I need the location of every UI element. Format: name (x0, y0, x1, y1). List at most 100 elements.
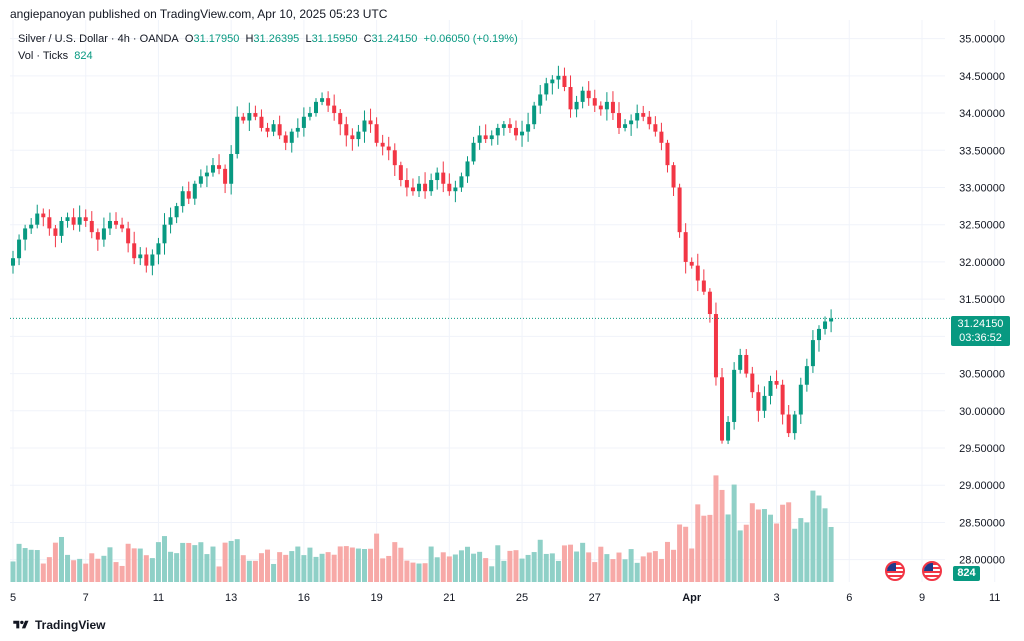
price-tick-label: 28.00000 (959, 555, 1005, 567)
symbol-name[interactable]: Silver / U.S. Dollar · 4h · OANDA (18, 33, 179, 45)
volume-bar (125, 543, 131, 582)
volume-bar (404, 560, 410, 582)
candle-body (314, 101, 318, 114)
volume-bar (664, 541, 670, 582)
candle-body (732, 369, 737, 422)
candle-body (350, 135, 355, 140)
candle-body (11, 258, 15, 266)
candle-body (410, 187, 415, 192)
volume-bar (386, 555, 392, 582)
candle-body (47, 217, 52, 229)
volume-bar (40, 563, 46, 582)
candle-body (192, 183, 197, 199)
volume-bar (222, 542, 228, 582)
candle-body (538, 94, 543, 106)
volume-bar (361, 549, 367, 582)
candle-body (459, 176, 464, 188)
time-tick-label: 16 (298, 592, 310, 604)
volume-bar (543, 553, 549, 582)
candle-body (659, 131, 664, 143)
candle-body (404, 180, 409, 188)
candle-body (441, 172, 446, 184)
candle-body (107, 220, 112, 229)
volume-bar (446, 556, 452, 582)
volume-bar (568, 544, 574, 582)
candle-body (550, 79, 555, 84)
candle-body (259, 116, 264, 128)
volume-bar (749, 503, 755, 582)
us-flag-event-icon[interactable] (885, 561, 905, 581)
candle-body (738, 354, 743, 370)
candle-body (17, 239, 22, 259)
candle-body (568, 86, 573, 110)
candle-body (180, 191, 185, 207)
volume-bar (701, 515, 707, 582)
candle-body (186, 191, 191, 199)
volume-bar (271, 563, 277, 582)
volume-bar (786, 502, 792, 582)
price-axis: 35.00000 34.50000 34.00000 33.50000 33.00000… (959, 34, 1005, 567)
candle-body (307, 113, 312, 117)
low-label: L (305, 33, 312, 45)
candle-body (429, 180, 434, 192)
candle-body (586, 90, 591, 99)
volume-bar (755, 509, 761, 582)
volume-bar (204, 554, 210, 582)
candle-body (604, 101, 609, 110)
volume-bar (119, 565, 125, 582)
footer-brand[interactable]: TradingView (12, 618, 105, 632)
volume-bar (652, 551, 658, 582)
volume-bar (804, 522, 810, 582)
candle-body (301, 116, 306, 128)
price-tick-label: 30.50000 (959, 369, 1005, 381)
volume-bar (737, 530, 743, 582)
time-tick-label: 11 (989, 592, 1000, 604)
volume-bar (95, 558, 101, 582)
volume-bar (495, 545, 501, 582)
candle-body (65, 217, 70, 221)
volume-bar (689, 548, 695, 582)
volume-bar (519, 558, 525, 582)
volume-bar (774, 523, 780, 582)
time-tick-label: 7 (83, 592, 89, 604)
candle-body (132, 243, 137, 259)
volume-bar (798, 518, 804, 582)
candle-body (126, 228, 131, 244)
volume-bar (16, 543, 22, 582)
candle-body (707, 291, 712, 315)
candle-body (598, 105, 603, 110)
candle-body (77, 217, 82, 225)
volume-bar (252, 560, 258, 582)
candle-body (780, 384, 785, 415)
candle-body (762, 395, 767, 411)
volume-bar (186, 542, 192, 582)
price-tick-label: 34.00000 (959, 108, 1005, 120)
volume-bar (301, 555, 307, 582)
volume-bar (616, 552, 622, 582)
candle-body (532, 105, 537, 125)
us-flag-event-icon[interactable] (922, 561, 942, 581)
volume-bar (810, 490, 816, 582)
candle-body (71, 217, 76, 225)
candle-body (392, 150, 397, 166)
candle-body (713, 314, 718, 378)
candle-body (362, 120, 367, 132)
volume-label[interactable]: Vol · Ticks (18, 50, 69, 62)
candle-body (574, 101, 579, 110)
candle-body (823, 321, 828, 329)
time-tick-label: Apr (682, 592, 702, 604)
candle-body (610, 101, 615, 114)
candle-body (59, 220, 64, 236)
volume-bar (822, 508, 828, 582)
change-value: +0.06050 (+0.19%) (423, 33, 518, 45)
candle-body (726, 421, 731, 441)
volume-bar (828, 526, 834, 582)
candle-body (501, 124, 506, 128)
volume-bar (313, 556, 319, 582)
volume-bar (628, 549, 634, 582)
chart-legend: Silver / U.S. Dollar · 4h · OANDA O31.17… (18, 33, 518, 45)
volume-bar (555, 560, 561, 582)
candle-body (289, 131, 294, 143)
candle-body (35, 213, 40, 225)
